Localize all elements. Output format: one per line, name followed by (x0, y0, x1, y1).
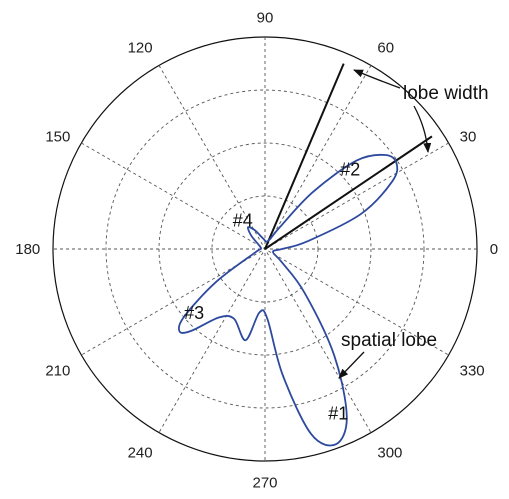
lobe-label: #1 (328, 404, 348, 424)
grid-ring (105, 89, 425, 409)
lobe-width-line (264, 135, 433, 250)
lobe-width-arc-arrow-left (353, 69, 401, 89)
lobe-labels: #1 #2 #3 #4 (184, 159, 360, 423)
angle-tick-label: 270 (252, 475, 277, 492)
radiation-pattern-line (177, 153, 399, 447)
lobe-label: #2 (340, 159, 360, 179)
lobe-width-label: lobe width (403, 83, 489, 104)
angle-tick-label: 90 (257, 9, 274, 26)
lobe-label: #4 (233, 211, 253, 231)
series-layer (177, 153, 399, 447)
spatial-lobe-label: spatial lobe (341, 330, 437, 351)
lobe-width-line (264, 63, 345, 250)
lobe-width-annotation: lobe width (353, 69, 489, 153)
angle-tick-label: 60 (377, 39, 394, 56)
lobe-label: #3 (184, 303, 204, 323)
lobe-width-arc-arrow-right (413, 105, 432, 153)
angle-tick-label: 330 (460, 362, 485, 379)
angle-tick-label: 240 (128, 445, 153, 462)
angle-tick-label: 150 (45, 129, 70, 146)
angle-tick-label: 210 (45, 362, 70, 379)
spatial-lobe-annotation: spatial lobe (338, 330, 437, 379)
angle-tick-label: 0 (490, 241, 498, 258)
lobe-width-lines (264, 63, 433, 250)
angle-tick-label: 30 (460, 129, 477, 146)
angle-tick-label: 180 (15, 241, 40, 258)
angle-tick-label: 120 (128, 39, 153, 56)
angle-tick-label: 300 (377, 445, 402, 462)
spatial-lobe-arrow (338, 351, 365, 379)
angle-tick-labels: 0 30 60 90 120 150 180 210 240 270 300 330 (15, 9, 498, 491)
